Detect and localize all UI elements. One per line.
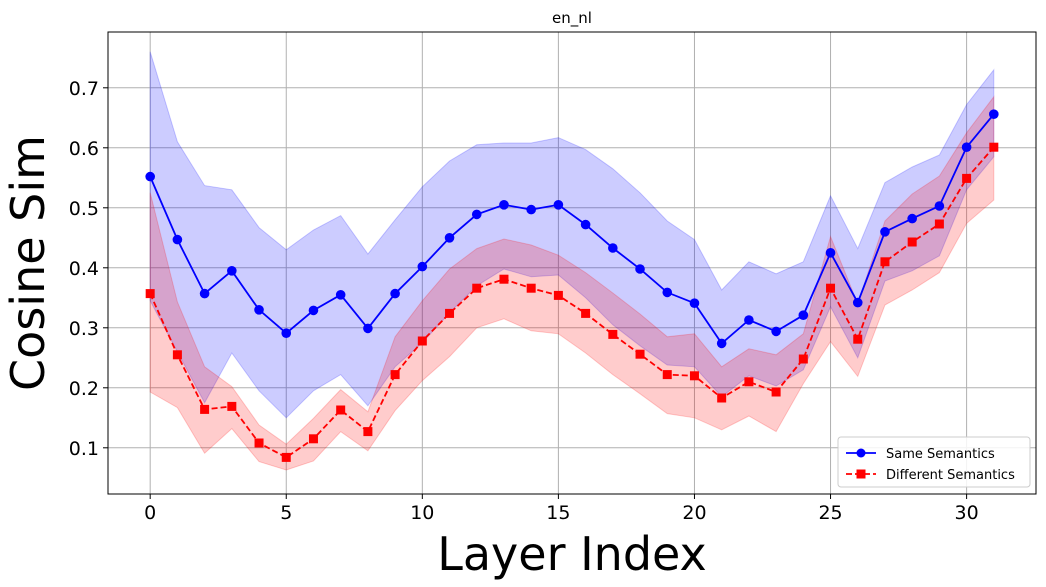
different-semantics-point	[254, 438, 264, 448]
different-semantics-point	[907, 237, 917, 247]
x-tick-label: 0	[144, 502, 156, 524]
same-semantics-line	[149, 113, 995, 345]
same-semantics-point	[798, 310, 809, 321]
different-semantics-point	[662, 370, 672, 380]
same-semantics-point	[852, 297, 863, 308]
y-tick-label: 0.4	[69, 258, 99, 280]
different-semantics-point	[689, 371, 699, 381]
same-semantics-point	[689, 298, 700, 309]
different-semantics-point	[172, 350, 182, 360]
same-semantics-point	[335, 290, 346, 300]
same-semantics-point	[227, 266, 237, 276]
same-semantics-point	[199, 288, 210, 299]
different-semantics-point	[553, 290, 563, 300]
legend-label-different: Different Semantics	[886, 468, 1015, 483]
same-semantics-point	[145, 171, 155, 182]
chart-title: en_nl	[552, 9, 592, 28]
different-semantics-point	[635, 349, 645, 359]
legend-marker-same	[856, 448, 866, 458]
x-axis-label: Layer Index	[437, 527, 707, 581]
different-semantics-point	[962, 173, 972, 183]
different-semantics-point	[526, 283, 536, 293]
same-semantics-point	[390, 288, 400, 299]
series-lines	[149, 113, 995, 459]
different-semantics-point	[281, 452, 291, 462]
different-semantics-point	[581, 308, 591, 318]
different-semantics-point	[145, 289, 155, 299]
y-tick-label: 0.7	[69, 78, 99, 100]
y-tick-label: 0.3	[69, 318, 99, 340]
different-semantics-point	[744, 377, 754, 387]
different-semantics-point	[880, 257, 890, 267]
different-semantics-point	[363, 427, 373, 437]
same-semantics-point	[417, 261, 428, 272]
different-semantics-point	[308, 434, 318, 444]
y-tick-label: 0.6	[69, 138, 99, 160]
same-semantics-point	[172, 234, 183, 245]
different-semantics-band	[149, 95, 995, 471]
different-semantics-point	[771, 387, 781, 397]
different-semantics-point	[200, 404, 210, 414]
same-semantics-point	[254, 305, 264, 315]
different-semantics-point	[989, 142, 999, 152]
same-semantics-point	[744, 315, 754, 325]
different-semantics-point	[417, 336, 427, 346]
same-semantics-point	[499, 200, 509, 210]
x-tick-label: 30	[955, 502, 979, 524]
x-axis-ticks: 0 5 10 15 20 25 30	[144, 494, 979, 524]
same-semantics-point	[471, 209, 482, 220]
same-semantics-point	[961, 142, 972, 152]
same-semantics-point	[526, 204, 536, 215]
same-semantics-point	[825, 248, 836, 258]
same-semantics-point	[580, 219, 591, 230]
same-semantics-point	[635, 264, 645, 274]
different-semantics-point	[826, 283, 836, 293]
different-semantics-point	[445, 308, 455, 318]
same-semantics-point	[308, 305, 319, 316]
different-semantics-point	[853, 334, 863, 344]
plot-area-frame	[107, 31, 1037, 495]
same-semantics-point	[281, 328, 292, 339]
different-semantics-point	[227, 401, 237, 411]
legend-marker-different	[856, 469, 866, 479]
different-semantics-point	[717, 393, 727, 403]
different-semantics-point	[472, 283, 482, 293]
different-semantics-point	[934, 219, 944, 229]
y-tick-label: 0.5	[69, 198, 99, 220]
same-semantics-point	[363, 323, 373, 334]
different-semantics-point	[390, 370, 400, 380]
same-semantics-point	[716, 338, 727, 349]
same-semantics-point	[771, 326, 781, 337]
x-tick-label: 20	[682, 502, 706, 524]
different-semantics-point	[336, 405, 346, 415]
different-semantics-point	[798, 354, 808, 364]
same-semantics-point	[553, 200, 564, 210]
same-semantics-point	[907, 213, 917, 224]
series-markers	[145, 109, 999, 462]
different-semantics-point	[499, 274, 509, 284]
same-semantics-point	[444, 233, 455, 243]
x-tick-label: 15	[546, 502, 570, 524]
x-tick-label: 5	[280, 502, 292, 524]
same-semantics-point	[934, 201, 945, 211]
y-tick-label: 0.1	[69, 438, 99, 460]
y-axis-ticks: 0.1 0.2 0.3 0.4 0.5 0.6 0.7	[69, 78, 108, 460]
y-tick-label: 0.2	[69, 378, 99, 400]
legend-box	[837, 436, 1031, 488]
different-semantics-point	[608, 329, 618, 339]
y-axis-label: Cosine Sim	[1, 135, 55, 391]
different-semantics-line	[149, 146, 995, 459]
legend: Same Semantics Different Semantics	[837, 436, 1031, 488]
x-tick-label: 25	[818, 502, 842, 524]
same-semantics-point	[880, 227, 890, 237]
same-semantics-point	[608, 243, 618, 253]
same-semantics-point	[662, 287, 673, 298]
legend-label-same: Same Semantics	[886, 447, 995, 462]
x-tick-label: 10	[410, 502, 434, 524]
same-semantics-point	[989, 109, 999, 119]
